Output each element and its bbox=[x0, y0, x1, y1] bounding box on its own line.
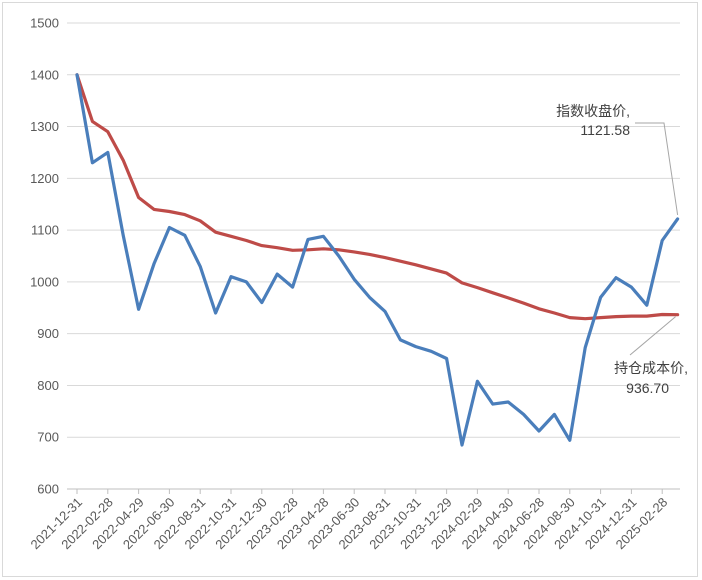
index-annotation-value: 1121.58 bbox=[580, 122, 630, 138]
y-tick-label: 1400 bbox=[30, 67, 59, 82]
index-close-line bbox=[75, 73, 680, 447]
y-tick-label: 1500 bbox=[30, 16, 59, 31]
annotations: 指数收盘价, 1121.58 持仓成本价, 936.70 bbox=[556, 103, 688, 396]
y-tick-label: 1200 bbox=[30, 171, 59, 186]
cost-price-line bbox=[75, 73, 680, 321]
cost-annotation-label: 持仓成本价, bbox=[614, 360, 688, 376]
y-tick-label: 1000 bbox=[30, 274, 59, 289]
y-tick-label: 800 bbox=[37, 378, 59, 393]
index-leader-line bbox=[635, 122, 679, 215]
y-tick-label: 1300 bbox=[30, 119, 59, 134]
cost-annotation-value: 936.70 bbox=[626, 380, 669, 396]
y-axis: 600 700 800 900 1000 1100 1200 1300 1400 1500 bbox=[30, 16, 59, 497]
cost-leader-line bbox=[629, 316, 676, 356]
series-lines bbox=[75, 73, 680, 447]
y-tick-label: 900 bbox=[37, 326, 59, 341]
index-annotation-label: 指数收盘价, bbox=[556, 103, 630, 119]
y-tick-label: 600 bbox=[37, 482, 59, 497]
y-tick-label: 1100 bbox=[31, 223, 59, 238]
x-axis: 2021-12-312022-02-282022-04-292022-06-30… bbox=[27, 488, 680, 552]
y-tick-label: 700 bbox=[37, 430, 59, 445]
